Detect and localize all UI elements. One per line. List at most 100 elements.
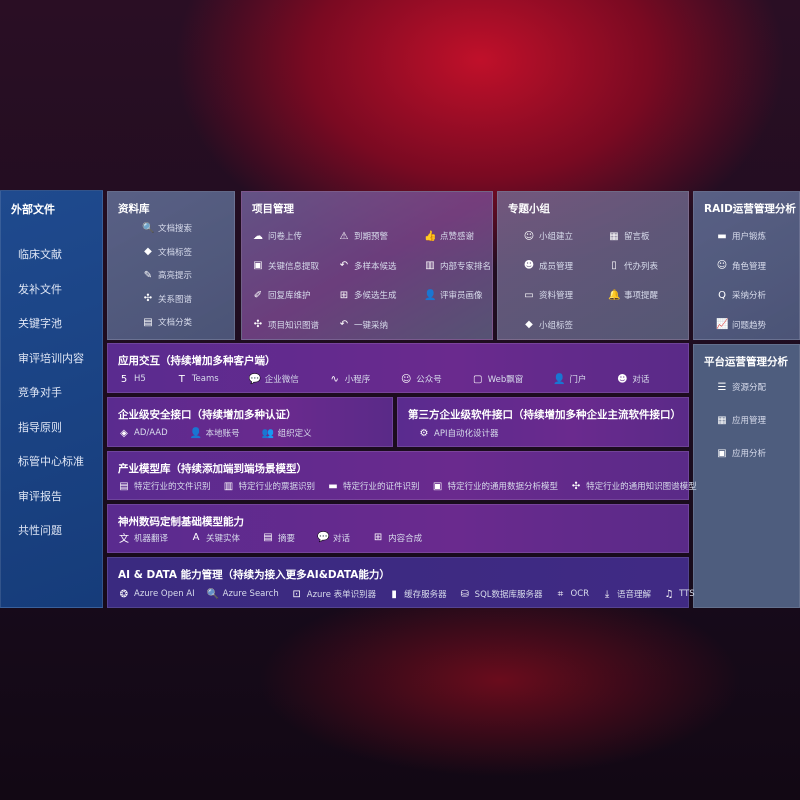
feature-item[interactable]: ⤓ 语音理解 [601, 588, 652, 601]
graph-icon: ✣ [571, 480, 581, 492]
feature-item[interactable]: ⌗ OCR [555, 588, 589, 600]
sidebar-item[interactable]: 竞争对手 [18, 386, 62, 399]
feature-label: Azure Search [222, 589, 279, 599]
feature-item[interactable]: ⚙ API自动化设计器 [418, 427, 499, 440]
feature-label: TTS [679, 589, 695, 599]
feature-item[interactable]: ▦ 应用管理 [716, 414, 766, 427]
feature-label: 本地账号 [205, 429, 240, 439]
feature-item[interactable]: ✣ 特定行业的通用知识图谱模型 [570, 480, 697, 493]
feature-label: 文档分类 [158, 318, 193, 328]
sidebar-item[interactable]: 共性问题 [18, 524, 62, 537]
sidebar-item[interactable]: 标管中心标准 [18, 455, 84, 468]
feature-item[interactable]: ☺ 公众号 [400, 373, 442, 386]
sidebar-item[interactable]: 关键字池 [18, 317, 62, 330]
sidebar-item[interactable]: 审评培训内容 [18, 351, 84, 365]
sidebar-item[interactable]: 发补文件 [18, 282, 62, 296]
feature-item[interactable]: ▤ 特定行业的文件识别 [118, 480, 210, 493]
feature-item[interactable]: 💬 对话 [317, 530, 350, 545]
feature-item[interactable]: ☻ 对话 [616, 373, 650, 386]
feature-item[interactable]: 文机器翻译 [118, 530, 168, 546]
feature-item[interactable]: ▣ 关键信息提取 [252, 260, 319, 272]
feature-item[interactable]: ⛁ SQL数据库服务器 [459, 588, 542, 601]
official-account-icon: ☺ [401, 373, 412, 385]
feature-item[interactable]: ↶ 一键采纳 [338, 319, 388, 331]
feature-label: 高亮提示 [158, 271, 193, 281]
feature-item[interactable]: ☁ 问卷上传 [252, 230, 302, 243]
base-model-panel: 神州数码定制基础模型能力 文机器翻译 A 关键实体 ▤ 摘要 💬 对话 ⊞ 内容合成 [107, 504, 689, 553]
feature-item[interactable]: ✣ 关系图谱 [142, 293, 192, 305]
cache-icon: ▮ [391, 588, 397, 600]
feature-item[interactable]: 👥 组织定义 [262, 427, 312, 440]
feature-label: 对话 [632, 375, 650, 385]
feature-item[interactable]: 👍 点赞感谢 [424, 230, 475, 243]
feature-item[interactable]: 👤 本地账号 [190, 427, 240, 440]
bell-icon: 🔔 [608, 289, 621, 301]
feature-item[interactable]: ⊡ Azure 表单识别器 [291, 588, 377, 601]
sidebar-item[interactable]: 指导原则 [18, 420, 62, 434]
entity-icon: A [192, 532, 200, 543]
industry-title: 产业模型库（持续添加端到端场景模型） [118, 463, 307, 475]
feature-item[interactable]: ☰ 资源分配 [716, 381, 767, 394]
feature-item[interactable]: ▥ 特定行业的票据识别 [223, 480, 315, 493]
feature-item[interactable]: ▤ 文档分类 [142, 316, 193, 329]
feature-item[interactable]: 5 H5 [118, 373, 146, 385]
clipboard-icon: ▯ [611, 260, 617, 271]
feature-item[interactable]: ▭ 资料管理 [523, 289, 574, 302]
feature-label: Azure Open AI [134, 589, 195, 599]
translate-icon: 文 [119, 534, 129, 545]
feature-label: 语音理解 [617, 590, 652, 600]
feature-item[interactable]: ▢ Web飘窗 [472, 373, 523, 386]
feature-item[interactable]: ◈ AD/AAD [118, 427, 168, 439]
doc-stack-icon: ▤ [143, 316, 153, 328]
feature-item[interactable]: ☻ 成员管理 [523, 260, 573, 272]
feature-item[interactable]: ▬ 特定行业的证件识别 [327, 480, 420, 493]
feature-item[interactable]: ◆ 文档标签 [142, 246, 192, 258]
feature-label: 小组标签 [539, 320, 574, 331]
feature-item[interactable]: 👤 门户 [553, 373, 587, 386]
graph-icon: ✣ [143, 293, 153, 304]
feature-item[interactable]: ✣ 项目知识图谱 [252, 319, 319, 331]
sidebar-item[interactable]: 临床文献 [18, 248, 62, 261]
feature-item[interactable]: ▤ 摘要 [262, 530, 295, 545]
feature-item[interactable]: T Teams [176, 373, 219, 385]
feature-item[interactable]: 🔍 Azure Search [207, 588, 279, 600]
cloud-upload-icon: ☁ [253, 230, 263, 242]
feature-item[interactable]: ◆ 小组标签 [523, 319, 573, 331]
sidebar-item[interactable]: 审评报告 [18, 489, 62, 503]
feature-label: AD/AAD [134, 428, 168, 438]
feature-label: 特定行业的证件识别 [343, 482, 420, 492]
feature-label: 资料管理 [539, 291, 574, 301]
feature-item[interactable]: 🔔 事项提醒 [608, 289, 658, 302]
feature-item[interactable]: 📈 问题趋势 [716, 319, 766, 331]
feature-label: 点赞感谢 [440, 232, 475, 242]
feature-item[interactable]: ⚠ 到期预警 [338, 230, 389, 243]
feature-item[interactable]: ▥ 内部专家排名 [424, 260, 491, 272]
feature-item[interactable]: ✎ 高亮提示 [142, 269, 193, 282]
feature-item[interactable]: ▮ 缓存服务器 [388, 588, 446, 601]
feature-item[interactable]: ⊞ 内容合成 [372, 530, 422, 545]
receipt-icon: ▥ [223, 480, 234, 492]
feature-item[interactable]: A 关键实体 [190, 530, 240, 545]
feature-item[interactable]: ♫ TTS [663, 588, 695, 600]
feature-item[interactable]: ☺ 角色管理 [716, 260, 766, 272]
feature-item[interactable]: ❂ Azure Open AI [118, 588, 195, 600]
edit-icon: ✐ [253, 289, 263, 301]
feature-item[interactable]: 🔍 文档搜索 [142, 222, 192, 235]
feature-item[interactable]: ▯ 代办列表 [608, 260, 658, 272]
feature-item[interactable]: ∿ 小程序 [329, 373, 371, 386]
feature-item[interactable]: 💬 企业微信 [249, 373, 299, 386]
feature-item[interactable]: 👤 评审员画像 [424, 289, 483, 302]
feature-item[interactable]: ☺ 小组建立 [523, 230, 573, 243]
feature-item[interactable]: Q 采纳分析 [716, 289, 766, 302]
feature-label: 门户 [569, 375, 587, 385]
feature-item[interactable]: ✐ 回复库维护 [252, 289, 311, 302]
feature-label: 应用分析 [732, 449, 767, 459]
feature-item[interactable]: ▬ 用户锻炼 [716, 230, 766, 243]
feature-item[interactable]: ▦ 留言板 [608, 230, 649, 243]
group-panel: 专题小组 ☺ 小组建立 ▦ 留言板 ☻ 成员管理 ▯ 代办列表 ▭ 资料管理 🔔 事项提醒 ◆ 小组标签 [497, 191, 689, 340]
feature-item[interactable]: ↶ 多样本候选 [338, 260, 397, 272]
feature-item[interactable]: ▣ 特定行业的通用数据分析模型 [432, 480, 558, 493]
feature-item[interactable]: ⊞ 多候选生成 [338, 289, 397, 302]
thirdparty-title: 第三方企业级软件接口（持续增加多种企业主流软件接口） [408, 409, 681, 421]
feature-item[interactable]: ▣ 应用分析 [716, 447, 767, 460]
